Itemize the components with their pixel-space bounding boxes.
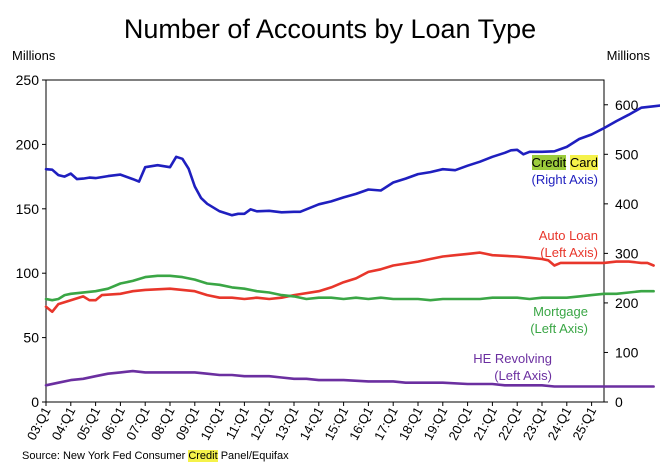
auto-loan-label: Auto Loan (Left Axis): [496, 227, 598, 261]
series-line-credit-card: [44, 104, 660, 217]
series-line-mortgage: [44, 274, 655, 302]
right-axis-tick-label: 100: [615, 344, 639, 360]
series-line-he-revolving: [44, 369, 655, 388]
plot-frame: [45, 79, 605, 403]
he-revolving-label-axis: (Left Axis): [494, 368, 552, 383]
mortgage-label-axis: (Left Axis): [530, 321, 588, 336]
credit-card-label: Credit Card (Right Axis): [496, 154, 598, 188]
he-revolving-label: HE Revolving (Left Axis): [440, 350, 552, 384]
right-axis-unit: Millions: [606, 48, 650, 63]
he-revolving-label-name: HE Revolving: [473, 351, 552, 366]
chart-title: Number of Accounts by Loan Type: [123, 14, 537, 44]
left-axis-unit: Millions: [12, 48, 56, 63]
right-axis-tick-label: 600: [615, 97, 639, 113]
x-axis-tick-label: 10:Q1: [197, 404, 227, 442]
source-highlight: Credit: [188, 450, 218, 462]
auto-loan-label-name: Auto Loan: [538, 228, 598, 243]
right-axis-tick-label: 0: [615, 394, 623, 410]
mortgage-label-name: Mortgage: [533, 304, 588, 319]
credit-card-label-word2: Card: [569, 155, 598, 170]
right-axis-tick-label: 200: [615, 295, 639, 311]
right-axis-tick-label: 500: [615, 146, 639, 162]
auto-loan-label-axis: (Left Axis): [540, 245, 598, 260]
left-axis-tick-label: 100: [16, 265, 40, 281]
x-axis-tick-label: 25:Q1: [569, 404, 599, 442]
credit-card-label-axis: (Right Axis): [531, 172, 598, 187]
left-axis-tick-label: 0: [31, 394, 39, 410]
left-axis-tick-label: 150: [16, 201, 40, 217]
series-line-auto-loan: [44, 251, 655, 314]
right-axis-tick-label: 400: [615, 196, 639, 212]
source-suffix: Panel/Equifax: [217, 450, 289, 462]
left-axis-tick-label: 50: [23, 330, 39, 346]
right-axis-tick-label: 300: [615, 245, 639, 261]
left-axis-tick-label: 200: [16, 136, 40, 152]
credit-card-label-word1: Credit: [531, 155, 567, 170]
source-note: Source: New York Fed Consumer Credit Pan…: [22, 450, 289, 462]
source-prefix: Source: New York Fed Consumer: [22, 450, 189, 462]
left-axis-tick-label: 250: [16, 72, 40, 88]
mortgage-label: Mortgage (Left Axis): [496, 303, 588, 337]
